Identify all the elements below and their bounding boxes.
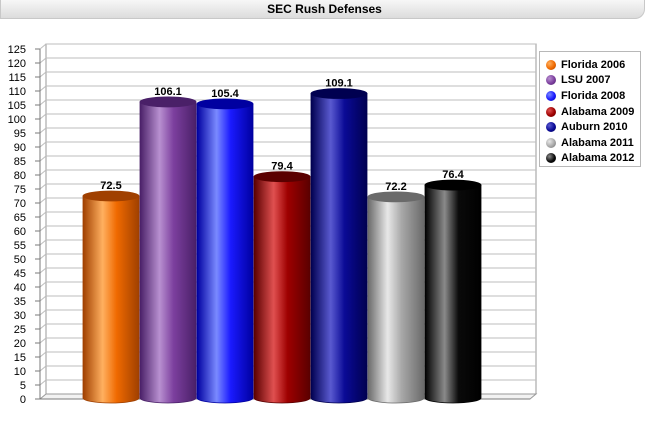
gridline-side bbox=[39, 365, 47, 372]
bar bbox=[196, 103, 254, 404]
legend-item: Auburn 2010 bbox=[546, 119, 640, 135]
bar bbox=[367, 196, 425, 404]
y-tick-label: 10 bbox=[14, 366, 26, 378]
y-tick-label: 30 bbox=[14, 310, 26, 322]
legend-swatch bbox=[546, 122, 556, 133]
bar bbox=[424, 184, 482, 404]
y-tick-label: 50 bbox=[14, 254, 26, 266]
bar-value-label: 76.4 bbox=[442, 169, 464, 181]
legend-label: Florida 2006 bbox=[561, 58, 626, 71]
bar-value-label: 105.4 bbox=[211, 88, 239, 100]
bar-value-label: 106.1 bbox=[154, 86, 182, 98]
gridline-side bbox=[39, 85, 47, 92]
y-tick-label: 40 bbox=[14, 282, 26, 294]
gridline-side bbox=[39, 337, 47, 344]
legend-swatch bbox=[546, 90, 556, 101]
y-tick-label: 90 bbox=[14, 142, 26, 154]
gridline-side bbox=[39, 183, 47, 190]
y-tick-label: 55 bbox=[14, 240, 26, 252]
gridline-side bbox=[39, 57, 47, 64]
gridline-side bbox=[39, 99, 47, 106]
gridline-side bbox=[39, 197, 47, 204]
gridline-side bbox=[39, 239, 47, 246]
gridline-side bbox=[39, 267, 47, 274]
bar-value-label: 72.2 bbox=[385, 181, 406, 193]
y-tick-label: 0 bbox=[20, 394, 26, 406]
y-tick-label: 115 bbox=[8, 72, 26, 84]
bar-top bbox=[139, 96, 197, 108]
bar bbox=[253, 176, 311, 404]
gridline-side bbox=[39, 309, 47, 316]
legend-swatch bbox=[546, 153, 556, 164]
legend-label: LSU 2007 bbox=[561, 74, 611, 87]
gridline-side bbox=[39, 295, 47, 302]
legend-item: LSU 2007 bbox=[546, 73, 640, 89]
chart-title: SEC Rush Defenses bbox=[267, 2, 382, 16]
y-tick-label: 25 bbox=[14, 324, 26, 336]
legend-swatch bbox=[546, 59, 556, 70]
gridline-side bbox=[39, 225, 47, 232]
bar-top bbox=[367, 191, 425, 203]
y-tick-label: 105 bbox=[8, 100, 26, 112]
gridline-side bbox=[39, 169, 47, 176]
gridline-side bbox=[39, 253, 47, 260]
gridline-side bbox=[39, 155, 47, 162]
legend-item: Alabama 2012 bbox=[546, 151, 640, 167]
legend-label: Alabama 2011 bbox=[561, 136, 634, 149]
legend-item: Alabama 2011 bbox=[546, 135, 640, 151]
legend-swatch bbox=[546, 137, 556, 148]
bar bbox=[310, 93, 368, 404]
legend-item: Florida 2006 bbox=[546, 57, 640, 73]
gridline-side bbox=[39, 323, 47, 330]
y-tick-label: 70 bbox=[14, 198, 26, 210]
legend-label: Alabama 2012 bbox=[561, 152, 635, 165]
chart-legend: Florida 2006 LSU 2007 Florida 2008 Alabama … bbox=[539, 51, 641, 167]
gridline-side bbox=[39, 113, 47, 120]
y-tick-label: 20 bbox=[14, 338, 26, 350]
bar-top bbox=[424, 179, 482, 191]
bar-value-label: 79.4 bbox=[271, 161, 293, 173]
y-tick-label: 100 bbox=[8, 114, 26, 126]
y-tick-label: 65 bbox=[14, 212, 26, 224]
bar-top bbox=[253, 171, 311, 183]
gridline-side bbox=[39, 379, 47, 386]
y-tick-label: 95 bbox=[14, 128, 26, 140]
y-tick-label: 85 bbox=[14, 156, 26, 168]
gridline-side bbox=[39, 71, 47, 78]
y-tick-label: 5 bbox=[20, 380, 26, 392]
y-tick-label: 80 bbox=[14, 170, 26, 182]
bar-value-label: 109.1 bbox=[325, 78, 353, 90]
y-tick-label: 35 bbox=[14, 296, 26, 308]
bar-top bbox=[82, 190, 140, 202]
gridline-side bbox=[39, 211, 47, 218]
gridline-side bbox=[39, 127, 47, 134]
legend-item: Florida 2008 bbox=[546, 88, 640, 104]
y-tick-label: 60 bbox=[14, 226, 26, 238]
y-tick-label: 45 bbox=[14, 268, 26, 280]
legend-swatch bbox=[546, 75, 556, 86]
bar bbox=[82, 195, 140, 404]
chart-title-bar bbox=[0, 0, 645, 19]
legend-swatch bbox=[546, 106, 556, 117]
gridline-side bbox=[39, 351, 47, 358]
gridline-side bbox=[39, 281, 47, 288]
bar-top bbox=[310, 88, 368, 99]
y-tick-label: 75 bbox=[14, 184, 26, 196]
gridline-side bbox=[39, 141, 47, 148]
y-tick-label: 125 bbox=[8, 44, 26, 56]
legend-label: Florida 2008 bbox=[561, 89, 626, 102]
bar bbox=[139, 101, 197, 404]
legend-label: Auburn 2010 bbox=[561, 121, 628, 134]
bar-value-label: 72.5 bbox=[100, 180, 121, 192]
gridline-side bbox=[39, 43, 47, 50]
y-tick-label: 15 bbox=[14, 352, 26, 364]
y-tick-label: 110 bbox=[8, 86, 26, 98]
legend-item: Alabama 2009 bbox=[546, 104, 640, 120]
legend-label: Alabama 2009 bbox=[561, 105, 635, 118]
bar-top bbox=[196, 98, 254, 110]
y-tick-label: 120 bbox=[8, 58, 26, 70]
